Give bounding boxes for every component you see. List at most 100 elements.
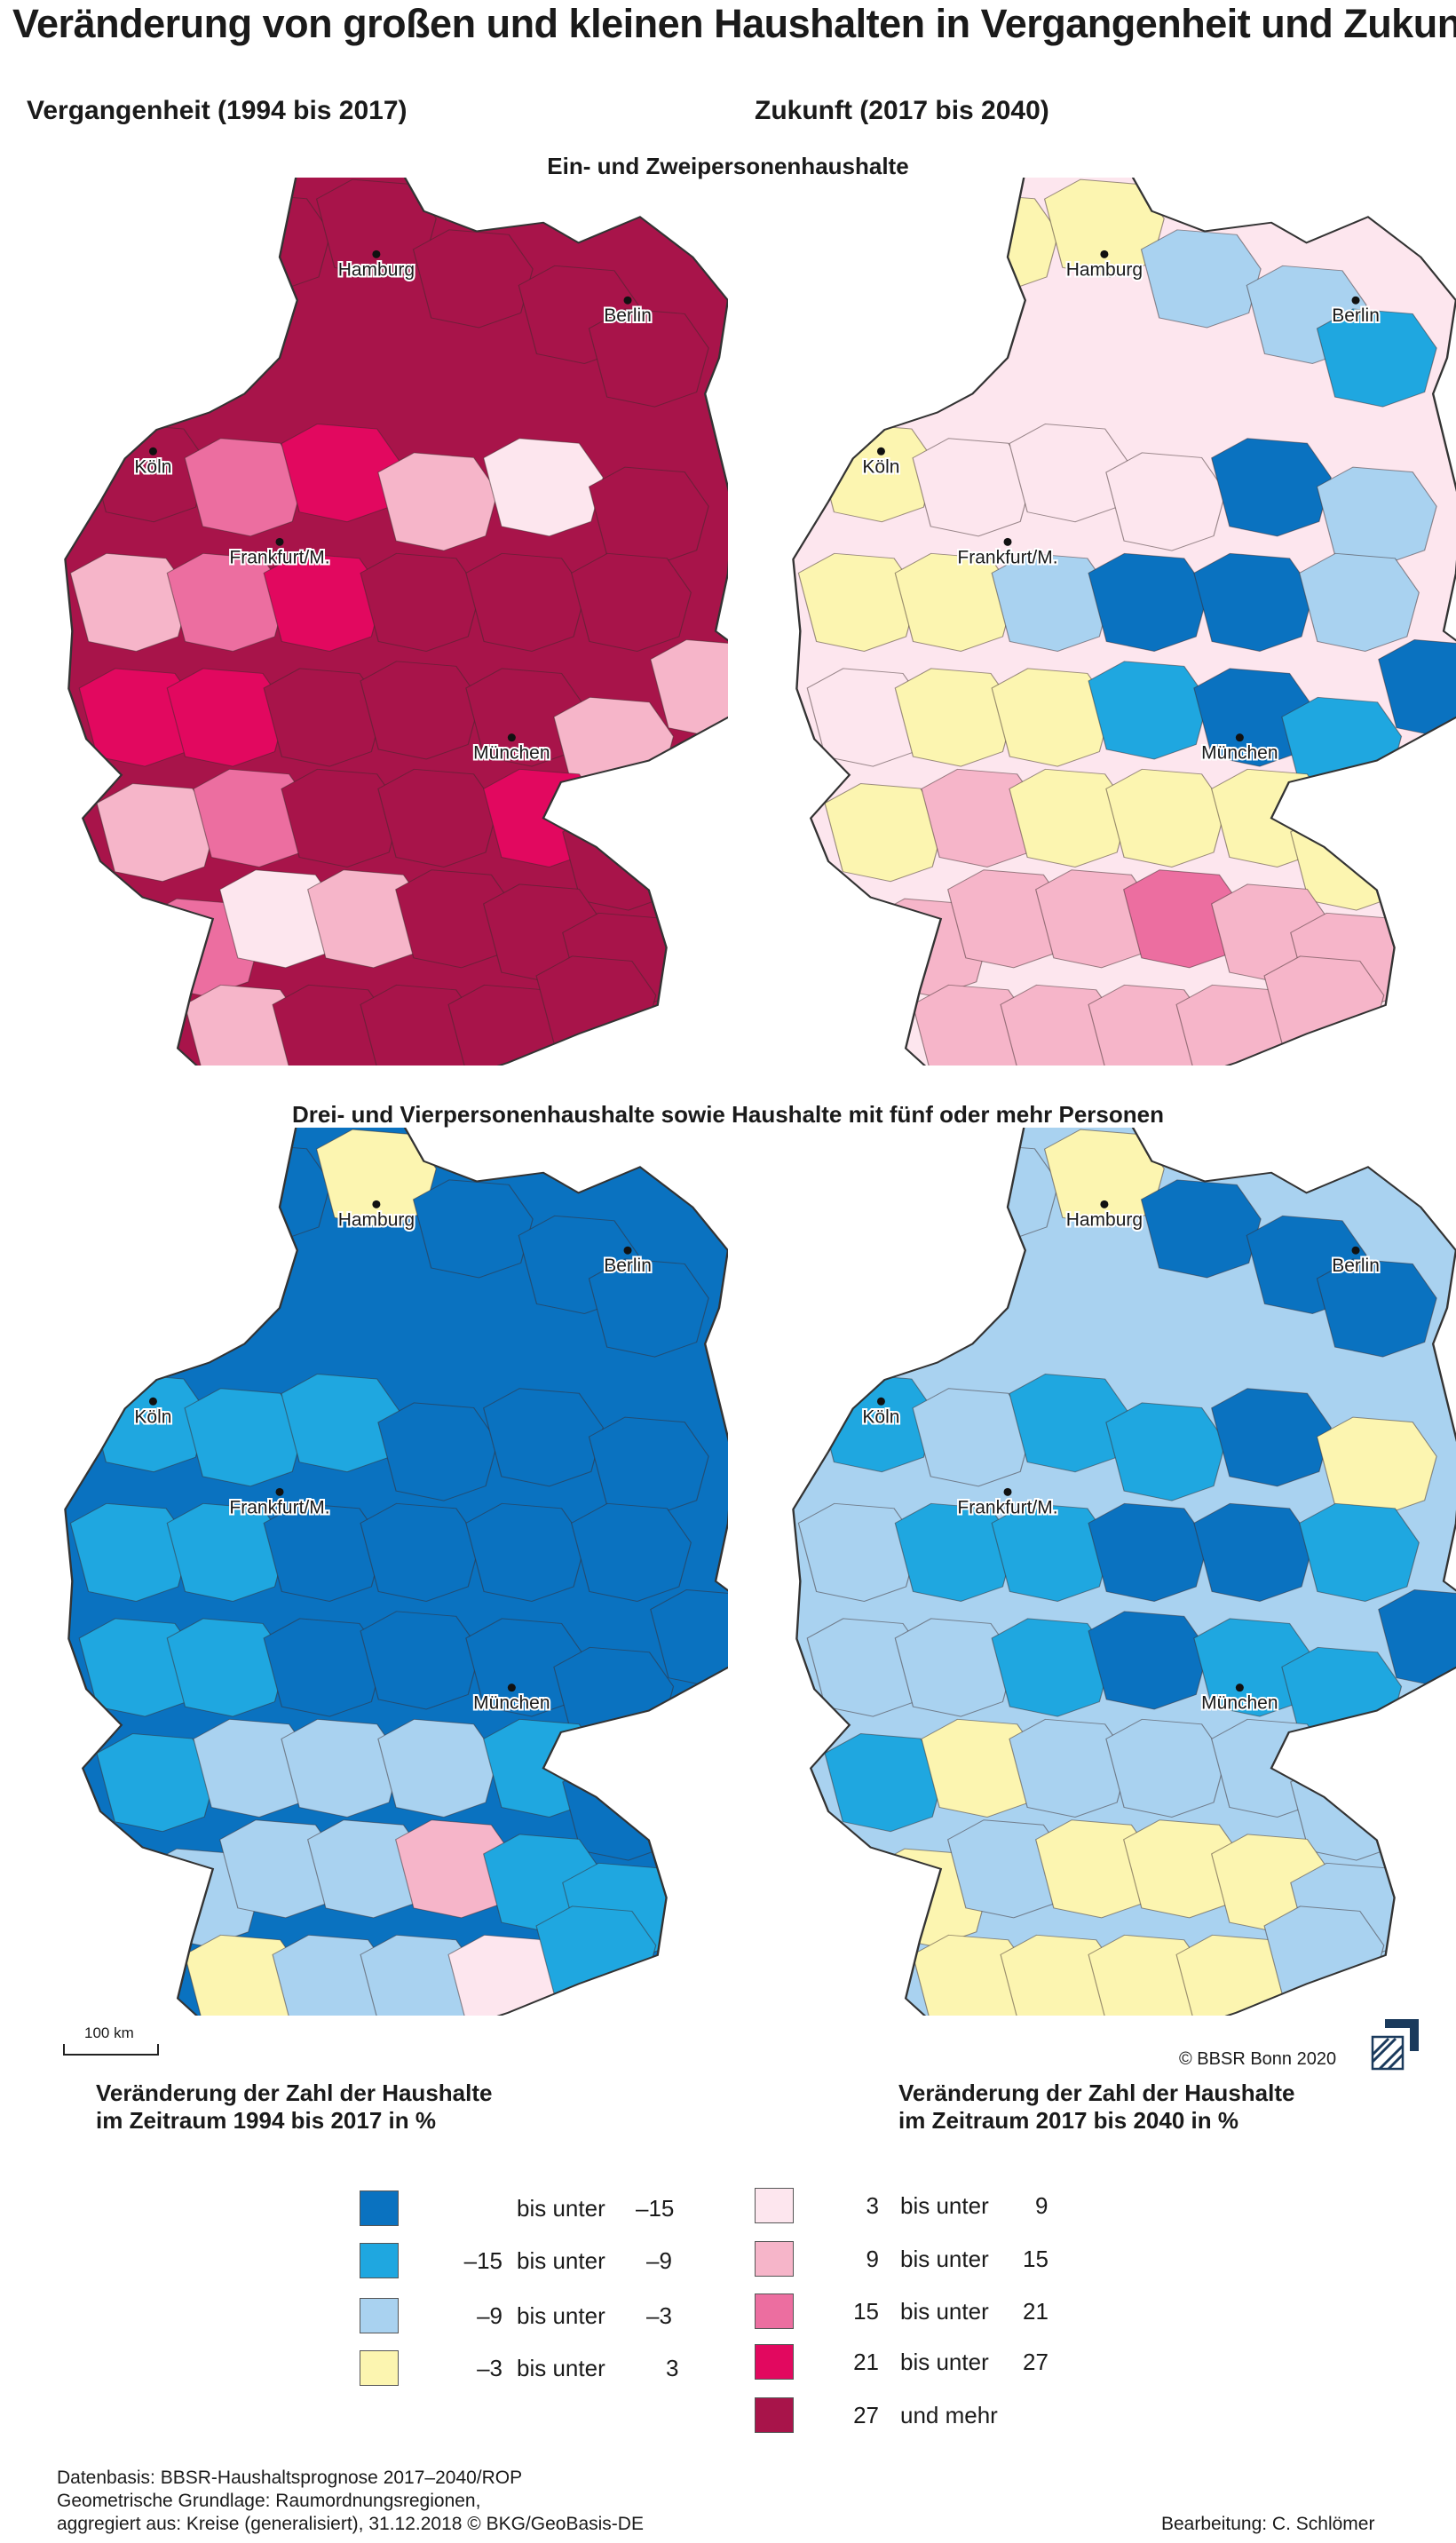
legend-swatch [360, 2298, 399, 2333]
map-region [166, 1502, 288, 1602]
map-region [588, 308, 709, 408]
city-marker [1235, 1683, 1244, 1692]
city-marker [1100, 1200, 1109, 1208]
map-region [1281, 696, 1403, 796]
map-region [938, 193, 1060, 292]
row-title-small-households: Ein- und Zweipersonenhaushalte [547, 153, 909, 179]
map-region [360, 552, 481, 652]
map-region [1378, 639, 1456, 739]
legend-swatch [360, 2190, 399, 2226]
map-region [377, 1402, 499, 1501]
city-marker [275, 537, 284, 546]
city-label: Frankfurt/M. [957, 1497, 1057, 1517]
scale-label: 100 km [84, 2024, 134, 2041]
country-outline [792, 178, 1456, 1066]
map-region [1193, 552, 1315, 652]
legend-label-from: 27 [853, 2402, 879, 2428]
map-region [650, 639, 728, 739]
map-region [1263, 955, 1385, 1055]
map-region [210, 193, 332, 292]
map-region [1140, 1179, 1262, 1279]
legend-label-from: 3 [866, 2192, 879, 2219]
legend-label-mid: bis unter [900, 2298, 989, 2325]
legend-label-mid: bis unter [900, 2349, 989, 2375]
city-label: Frankfurt/M. [957, 547, 1057, 567]
legend-label-to: –15 [636, 2195, 675, 2222]
city-marker [148, 1397, 157, 1406]
map-region [377, 768, 499, 867]
bbsr-logo [1369, 2016, 1422, 2072]
map-region [360, 1502, 481, 1602]
map-region [588, 466, 709, 566]
map-region [588, 1258, 709, 1358]
map-region [851, 229, 972, 329]
legend-label-from: –15 [463, 2247, 502, 2274]
map-region [1316, 466, 1437, 566]
author-credit: Bearbeitung: C. Schlömer [1161, 2514, 1375, 2534]
map-region [894, 668, 1016, 767]
page-title: Veränderung von großen und kleinen Haush… [12, 1, 1456, 46]
city-marker [876, 1397, 885, 1406]
legend-label-mid: bis unter [517, 2302, 605, 2329]
city-marker [275, 1487, 284, 1496]
map-region [263, 552, 384, 652]
map-small-future: Hamburg Berlin Köln Frankfurt/M. München [792, 178, 1456, 1066]
map-region [1193, 1502, 1315, 1602]
column-title-past: Vergangenheit (1994 bis 2017) [27, 96, 408, 125]
legend-swatch [755, 2241, 794, 2277]
city-label: München [1201, 743, 1278, 764]
city-marker [1100, 250, 1109, 258]
map-region [1105, 452, 1227, 551]
map-region [894, 552, 1016, 652]
map-region [166, 1618, 288, 1717]
city-marker [1235, 733, 1244, 742]
map-region [412, 229, 534, 329]
city-label: München [473, 1693, 550, 1714]
map-large-future: Hamburg Berlin Köln Frankfurt/M. München [792, 1128, 1456, 2016]
legend-title-past: Veränderung der Zahl der Haushalte im Ze… [96, 2080, 493, 2134]
scale-bar [62, 2042, 160, 2058]
city-label: Hamburg [1066, 1209, 1143, 1230]
legend-label-mid: bis unter [900, 2246, 989, 2272]
map-region [377, 452, 499, 551]
city-label: Hamburg [1066, 259, 1143, 280]
country-outline [64, 178, 728, 1066]
legend-swatch [755, 2293, 794, 2329]
map-region [1088, 1611, 1209, 1710]
legend-label-from: 9 [866, 2246, 879, 2272]
country-outline [64, 1128, 728, 2016]
legend-swatch [360, 2350, 399, 2386]
city-label: Hamburg [338, 1209, 415, 1230]
legend-label-to: 9 [1035, 2192, 1048, 2219]
city-label: Köln [134, 1406, 171, 1427]
legend-label-from: 21 [853, 2349, 879, 2375]
city-label: Berlin [1332, 1256, 1380, 1276]
city-marker [876, 447, 885, 456]
map-region [571, 552, 692, 652]
map-region [553, 696, 675, 796]
legend-swatch [755, 2188, 794, 2223]
city-label: Berlin [1332, 305, 1380, 326]
city-label: München [473, 743, 550, 764]
city-label: Frankfurt/M. [229, 547, 329, 567]
legend-label-from: 15 [853, 2298, 879, 2325]
city-marker [623, 296, 632, 305]
map-region [281, 1718, 402, 1818]
legend-label-to: 27 [1023, 2349, 1048, 2375]
city-label: München [1201, 1693, 1278, 1714]
legend-label-mid: und mehr [900, 2402, 998, 2428]
city-marker [1003, 1487, 1012, 1496]
map-region [465, 1502, 587, 1602]
map-region [1105, 1718, 1227, 1818]
city-marker [372, 250, 381, 258]
row-title-large-households: Drei- und Vierpersonenhaushalte sowie Ha… [292, 1101, 1164, 1128]
map-large-past: Hamburg Berlin Köln Frankfurt/M. München [64, 1128, 728, 2016]
map-region [650, 1589, 728, 1689]
city-marker [507, 1683, 516, 1692]
map-region [465, 552, 587, 652]
map-region [281, 768, 402, 867]
data-source: Datenbasis: BBSR-Haushaltsprognose 2017–… [57, 2468, 644, 2534]
map-region [123, 229, 244, 329]
city-marker [623, 1246, 632, 1255]
map-region [1088, 661, 1209, 760]
